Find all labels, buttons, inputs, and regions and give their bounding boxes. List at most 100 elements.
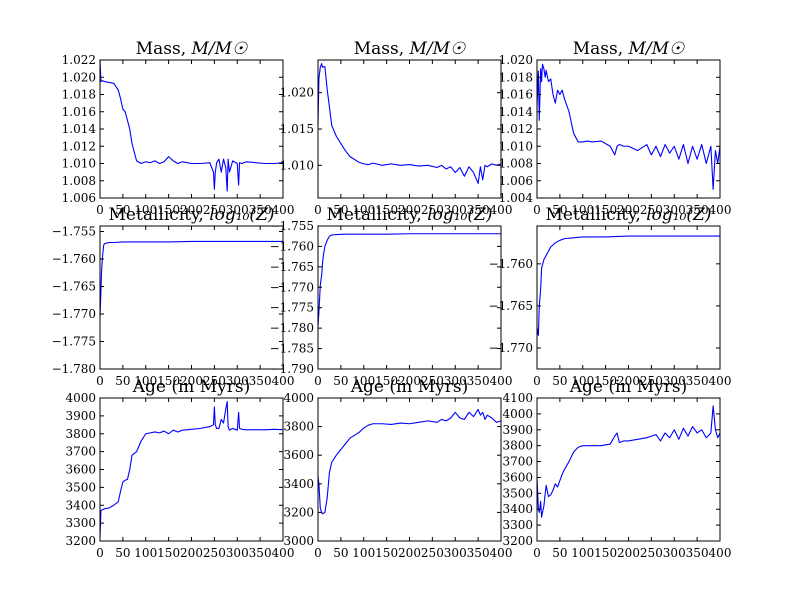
x-tick-label: 200 bbox=[180, 203, 203, 217]
x-tick-label: 300 bbox=[444, 546, 467, 560]
subplot-title-text: Mass, bbox=[136, 39, 192, 59]
y-tick-label: 1.010 bbox=[62, 157, 96, 171]
y-tick-label: −1.785 bbox=[270, 342, 314, 356]
subplot-title: Metallicity, log₁₀(Z) bbox=[109, 205, 275, 225]
x-tick-label: 100 bbox=[134, 203, 157, 217]
x-tick-label: 100 bbox=[571, 546, 594, 560]
y-tick-label: 1.008 bbox=[499, 157, 533, 171]
subplot-title: Metallicity, log₁₀(Z) bbox=[546, 205, 712, 225]
x-tick-label: 200 bbox=[617, 546, 640, 560]
subplot-1-1: 0 50 100 150 200 250 300 350 400 1.006 1.008 1.010 1… bbox=[62, 39, 295, 217]
x-tick-label: 400 bbox=[709, 546, 732, 560]
x-tick-label: 150 bbox=[157, 546, 180, 560]
x-tick-label: 250 bbox=[421, 546, 444, 560]
x-tick-label: 350 bbox=[249, 203, 272, 217]
x-tick-label: 300 bbox=[226, 374, 249, 388]
subplot-title-math: M/M☉ bbox=[191, 39, 249, 59]
series-line bbox=[99, 240, 283, 317]
x-tick-label: 0 bbox=[533, 546, 541, 560]
y-tick-label: −1.760 bbox=[489, 257, 533, 271]
x-tick-label: 200 bbox=[180, 374, 203, 388]
y-tick-label: −1.765 bbox=[270, 260, 314, 274]
x-tick-label: 50 bbox=[115, 203, 130, 217]
x-tick-label: 150 bbox=[375, 546, 398, 560]
x-tick-label: 400 bbox=[272, 546, 295, 560]
y-tick-label: −1.790 bbox=[270, 362, 314, 376]
y-tick-label: 4100 bbox=[502, 391, 533, 405]
y-tick-label: −1.775 bbox=[52, 335, 96, 349]
y-tick-label: 3400 bbox=[65, 498, 96, 512]
x-tick-label: 0 bbox=[96, 374, 104, 388]
y-tick-label: −1.755 bbox=[52, 225, 96, 239]
x-tick-label: 100 bbox=[352, 203, 375, 217]
y-tick-label: −1.765 bbox=[52, 280, 96, 294]
x-tick-label: 350 bbox=[467, 546, 490, 560]
x-tick-label: 150 bbox=[594, 374, 617, 388]
y-tick-label: −1.770 bbox=[270, 280, 314, 294]
y-tick-label: 3600 bbox=[65, 463, 96, 477]
y-tick-label: 1.010 bbox=[280, 158, 314, 172]
y-tick-label: 3800 bbox=[65, 427, 96, 441]
y-tick-label: 1.012 bbox=[62, 139, 96, 153]
x-tick-label: 50 bbox=[552, 203, 567, 217]
y-tick-label: 4000 bbox=[283, 391, 314, 405]
x-tick-label: 150 bbox=[157, 374, 180, 388]
x-tick-label: 150 bbox=[594, 546, 617, 560]
subplot-title: Age (in Myrs) bbox=[350, 377, 469, 397]
subplot-title-math: log₁₀(Z) bbox=[427, 205, 492, 225]
series-line bbox=[536, 405, 721, 518]
subplot-3-3: 0 50 100 150 200 250 300 350 4003200330034003500… bbox=[502, 377, 731, 560]
subplot-2-3: 0 50 100 150 200 250 300 350 400−1.770−1.765−1.7… bbox=[489, 205, 732, 388]
x-tick-label: 150 bbox=[375, 374, 398, 388]
subplot-2-2: 0 50 100 150 200 250 300 350 400−1.790−1.785−1.7… bbox=[270, 205, 513, 388]
subplot-2-1: 0 50 100 150 200 250 300 350 400−1.780−1.775−1.7… bbox=[52, 205, 295, 388]
y-tick-label: 1.016 bbox=[62, 105, 96, 119]
x-tick-label: 150 bbox=[375, 203, 398, 217]
y-tick-label: −1.760 bbox=[270, 239, 314, 253]
series-line bbox=[99, 59, 284, 192]
series-line bbox=[536, 235, 720, 336]
y-tick-label: 1.006 bbox=[499, 174, 533, 188]
subplot-title-math: M/M☉ bbox=[628, 39, 686, 59]
y-tick-label: 1.022 bbox=[62, 53, 96, 67]
x-tick-label: 350 bbox=[686, 546, 709, 560]
y-tick-label: 3400 bbox=[283, 477, 314, 491]
y-tick-label: −1.765 bbox=[489, 299, 533, 313]
subplot-title-math: M/M☉ bbox=[409, 39, 467, 59]
subplot-1-2: 0 50 100 150 200 250 300 350 400 1.010 1.015 1.020 M… bbox=[280, 39, 513, 217]
x-tick-label: 250 bbox=[421, 374, 444, 388]
y-tick-label: 1.008 bbox=[62, 174, 96, 188]
subplot-title-text: Age (in Myrs) bbox=[350, 377, 469, 397]
x-tick-label: 300 bbox=[226, 546, 249, 560]
y-tick-label: 1.004 bbox=[499, 191, 534, 205]
y-tick-label: 1.014 bbox=[499, 105, 534, 119]
x-tick-label: 200 bbox=[180, 546, 203, 560]
x-tick-label: 350 bbox=[686, 203, 709, 217]
y-tick-label: 1.006 bbox=[62, 191, 96, 205]
x-tick-label: 400 bbox=[490, 546, 513, 560]
series-line bbox=[317, 63, 502, 185]
x-tick-label: 150 bbox=[157, 203, 180, 217]
y-tick-label: 3500 bbox=[502, 486, 533, 500]
x-tick-label: 50 bbox=[333, 203, 348, 217]
x-tick-label: 50 bbox=[552, 374, 567, 388]
y-tick-label: 3500 bbox=[65, 480, 96, 494]
y-tick-label: 3300 bbox=[502, 518, 533, 532]
y-tick-label: 3200 bbox=[283, 505, 314, 519]
y-tick-label: 3200 bbox=[65, 534, 96, 548]
y-tick-label: 1.018 bbox=[499, 70, 533, 84]
x-tick-label: 300 bbox=[226, 203, 249, 217]
x-tick-label: 400 bbox=[490, 203, 513, 217]
x-tick-label: 50 bbox=[333, 546, 348, 560]
series-line bbox=[317, 408, 502, 515]
subplot-title-text: Age (in Myrs) bbox=[132, 377, 251, 397]
x-tick-label: 300 bbox=[444, 374, 467, 388]
x-tick-label: 350 bbox=[249, 546, 272, 560]
x-tick-label: 0 bbox=[96, 546, 104, 560]
series-line bbox=[317, 233, 501, 327]
x-tick-label: 400 bbox=[709, 203, 732, 217]
y-tick-label: 3900 bbox=[65, 409, 96, 423]
subplot-title: Mass, M/M☉ bbox=[354, 39, 466, 59]
x-tick-label: 250 bbox=[640, 374, 663, 388]
